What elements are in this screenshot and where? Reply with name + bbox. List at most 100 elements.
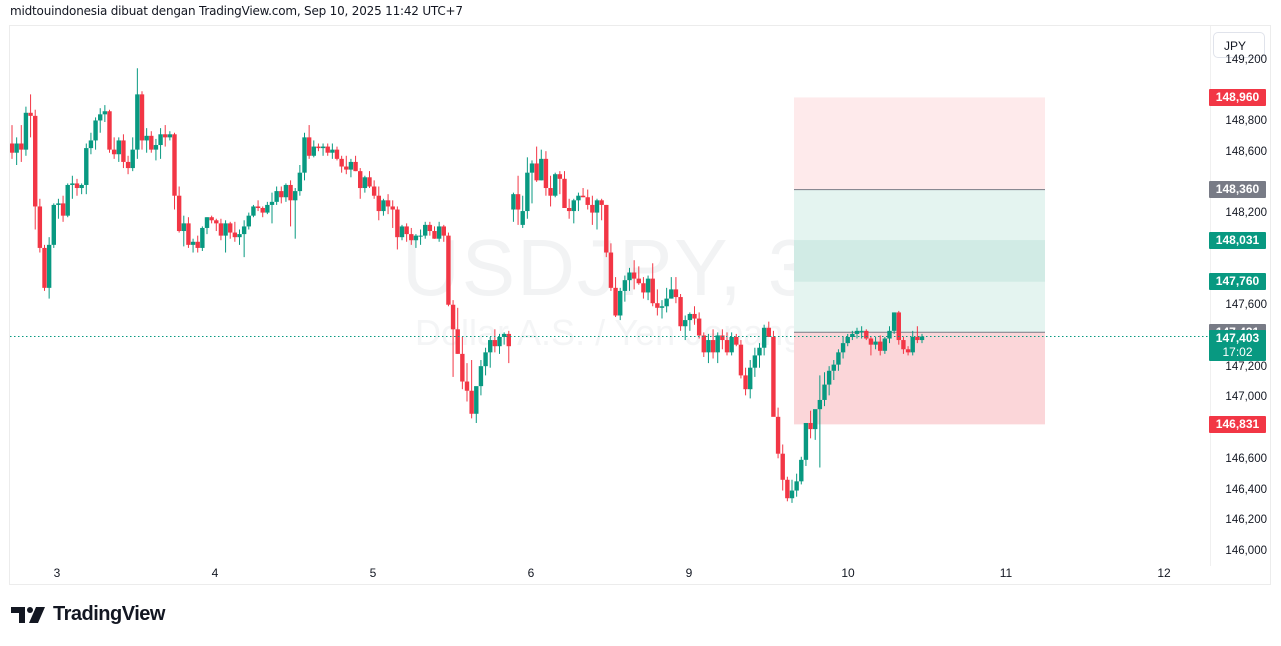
candle: [399, 224, 405, 241]
candle: [283, 183, 289, 202]
candle: [720, 329, 725, 350]
candle: [385, 194, 391, 215]
target-mid-zone[interactable]: [794, 240, 1045, 282]
candle: [255, 200, 261, 212]
time-tick: 10: [841, 566, 855, 580]
stop-zone[interactable]: [794, 332, 1045, 425]
candle: [910, 330, 915, 356]
candle: [367, 171, 372, 189]
candle: [701, 332, 706, 357]
candle: [186, 217, 191, 248]
candle: [515, 175, 521, 225]
chart-frame: [9, 25, 1271, 585]
candle: [306, 125, 312, 159]
candle: [641, 277, 646, 299]
candle: [497, 333, 502, 354]
candle: [293, 188, 298, 239]
price-level-badge: 146,831: [1209, 415, 1266, 433]
candle: [822, 372, 827, 407]
candle: [167, 131, 173, 141]
candle: [153, 138, 159, 161]
candle: [181, 215, 186, 247]
candle: [599, 198, 604, 221]
candle: [190, 238, 196, 253]
candle: [618, 287, 623, 321]
price-tick: 148,200: [1225, 207, 1267, 220]
candle: [710, 329, 716, 359]
candle: [915, 326, 920, 344]
candle: [557, 171, 563, 195]
time-tick: 9: [685, 566, 693, 580]
price-level-badge: 148,031: [1209, 231, 1266, 249]
candle: [358, 168, 363, 199]
candle: [539, 149, 544, 181]
candle: [163, 125, 168, 147]
candle: [488, 336, 493, 368]
stop-far-zone[interactable]: [794, 97, 1045, 190]
candle: [585, 189, 590, 210]
price-tick: 146,400: [1225, 483, 1267, 496]
candle: [836, 349, 841, 371]
candle: [334, 146, 340, 161]
candle: [478, 360, 484, 396]
candle: [395, 206, 400, 250]
candle: [896, 310, 901, 345]
price-level-badge: 147,760: [1209, 273, 1266, 291]
candle: [799, 456, 804, 485]
badge-price: 147,760: [1215, 274, 1260, 289]
candle: [868, 336, 874, 356]
candle: [664, 287, 669, 313]
candle: [70, 175, 75, 199]
price-axis[interactable]: 149,200 148,800 148,600 148,200 147,600 147,2…: [1210, 26, 1271, 566]
candle: [353, 155, 358, 172]
candle: [232, 221, 238, 242]
candle: [882, 336, 888, 354]
currency-unit-button[interactable]: JPY: [1213, 32, 1265, 58]
candle: [673, 277, 679, 304]
candle: [636, 266, 641, 285]
candle: [771, 330, 776, 417]
candle: [622, 275, 628, 302]
chart-plot-area[interactable]: USDJPY, 30 Dollar A.S. / Yen Jepang: [10, 26, 1210, 566]
candle: [60, 195, 66, 222]
candle: [269, 192, 275, 224]
candle: [845, 333, 850, 347]
candle: [608, 243, 614, 291]
badge-price: 148,960: [1215, 89, 1260, 104]
candle: [501, 332, 507, 345]
tradingview-logo[interactable]: TradingView: [11, 603, 165, 626]
candle: [409, 227, 414, 245]
candle: [775, 407, 781, 459]
candle: [789, 479, 795, 503]
candle: [214, 218, 219, 232]
badge-price: 147,403: [1215, 330, 1260, 345]
candle: [683, 315, 688, 341]
candle: [390, 200, 395, 228]
candle: [878, 335, 883, 356]
price-tick: 148,600: [1225, 145, 1267, 158]
time-tick: 11: [999, 566, 1013, 580]
candle: [650, 263, 655, 307]
candle: [854, 327, 860, 339]
candle: [125, 155, 131, 175]
candle: [808, 410, 813, 439]
candle: [553, 172, 558, 198]
candle: [873, 336, 878, 350]
candle: [919, 333, 925, 344]
price-tick: 147,200: [1225, 360, 1267, 373]
candle: [325, 143, 330, 156]
candle: [423, 221, 428, 239]
time-tick: 4: [211, 566, 219, 580]
candle: [780, 444, 785, 491]
candle: [594, 198, 600, 230]
candle: [330, 143, 335, 159]
time-axis[interactable]: 3 4 5 6 9 10 11 12: [10, 566, 1210, 584]
price-tick: 146,200: [1225, 514, 1267, 527]
candle: [19, 125, 24, 162]
candle: [738, 340, 744, 379]
candle: [23, 106, 29, 156]
candle: [655, 289, 660, 316]
candle: [158, 128, 163, 159]
price-level-badge: 148,960: [1209, 88, 1266, 106]
candle: [734, 333, 739, 347]
